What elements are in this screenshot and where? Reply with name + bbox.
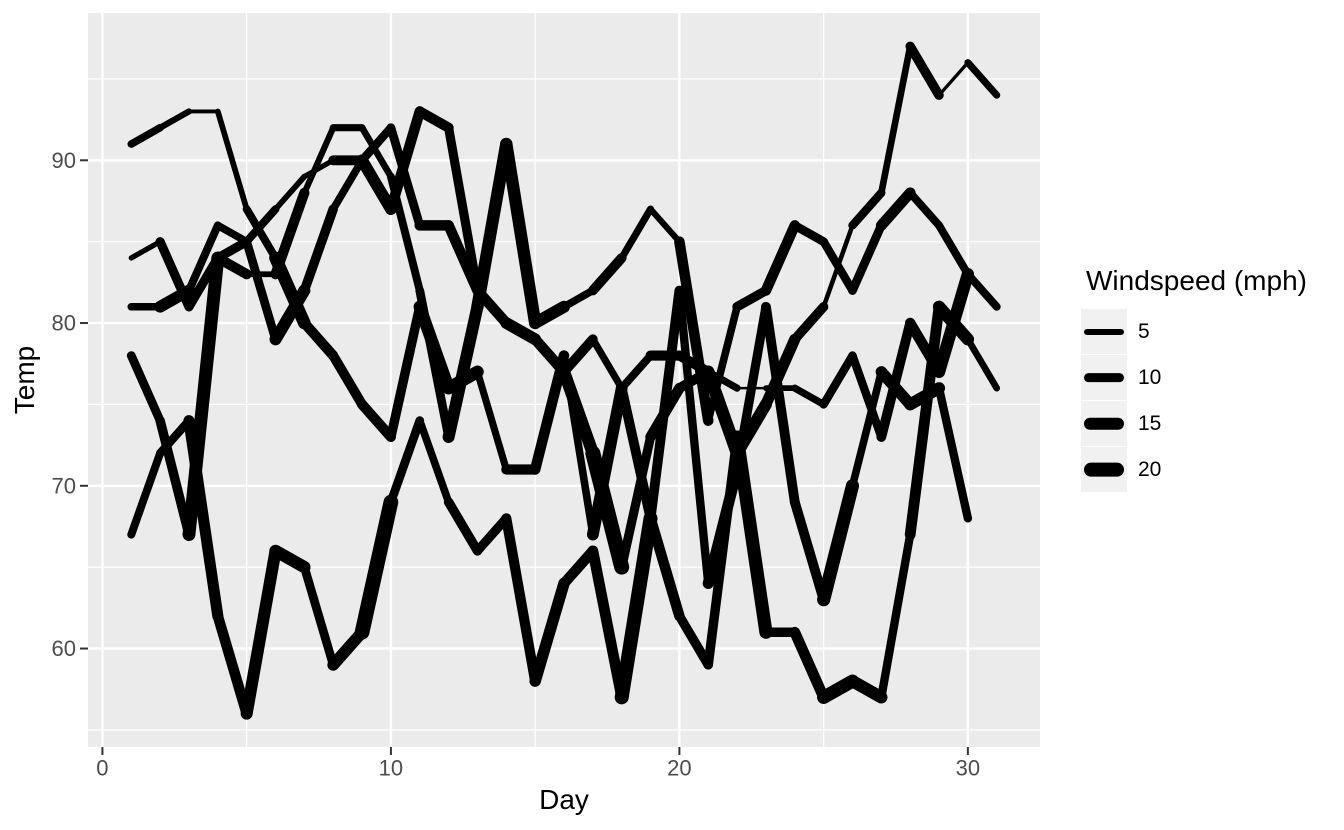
x-axis-title: Day: [539, 784, 589, 815]
legend-title: Windspeed (mph): [1086, 265, 1307, 296]
x-tick-label: 20: [667, 756, 691, 781]
legend-label: 20: [1138, 458, 1162, 481]
legend-item-20: 20: [1081, 447, 1307, 493]
legend-key-line: [1084, 462, 1124, 477]
legend-item-10: 10: [1081, 355, 1307, 401]
legend-key-swatch: [1081, 401, 1127, 446]
minor-gridlines: [88, 13, 1040, 747]
legend-item-5: 5: [1081, 309, 1307, 355]
y-tick-label: 80: [52, 311, 76, 336]
temp-line-group-5: [127, 108, 973, 607]
y-axis-title: Temp: [9, 345, 40, 415]
legend-key-swatch: [1081, 309, 1127, 354]
legend-label: 10: [1138, 366, 1162, 389]
legend-keys: 5 10 15 20: [1081, 309, 1307, 493]
x-tick-label: 0: [96, 756, 108, 781]
legend-key-line: [1084, 417, 1124, 430]
legend-key-swatch: [1081, 447, 1127, 492]
temp-line-group-1: [127, 300, 1001, 720]
legend-key-swatch: [1081, 355, 1127, 400]
legend: Windspeed (mph) 5 10 15 20: [1081, 266, 1307, 493]
legend-key-line: [1084, 372, 1124, 383]
x-tick-label: 30: [956, 756, 980, 781]
legend-item-15: 15: [1081, 401, 1307, 447]
temp-line-group-3: [128, 124, 1001, 443]
y-tick-label: 90: [52, 148, 76, 173]
axis-ticks: [80, 159, 969, 755]
legend-label: 5: [1138, 320, 1150, 343]
legend-key-line: [1084, 328, 1124, 335]
legend-label: 15: [1138, 412, 1162, 435]
y-tick-label: 70: [52, 473, 76, 498]
y-tick-label: 60: [52, 636, 76, 661]
x-tick-label: 10: [379, 756, 403, 781]
